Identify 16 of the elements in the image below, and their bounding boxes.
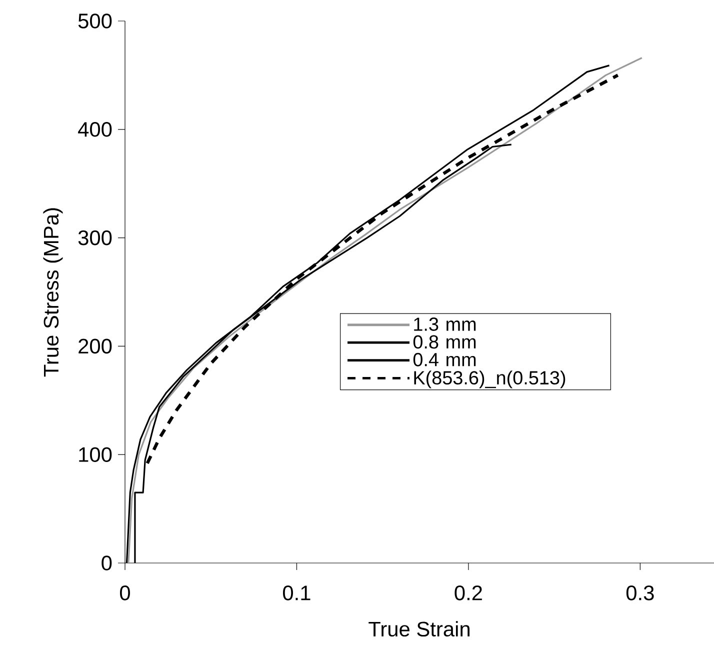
y-axis-title: True Stress (MPa)	[43, 208, 63, 377]
y-tick-label: 500	[78, 14, 112, 28]
y-tick-label: 0	[102, 556, 112, 570]
y-tick-label: 400	[78, 122, 112, 137]
x-tick-label: 0	[120, 586, 130, 600]
x-axis-title: True Strain	[368, 621, 470, 637]
x-tick-label: 0.1	[282, 586, 310, 600]
x-tick-label: 0.2	[454, 586, 482, 600]
y-tick-label: 100	[79, 447, 112, 462]
legend-label: 1.3 mm	[414, 318, 476, 331]
legend-label: 0.8 mm	[413, 335, 476, 349]
legend-label: 0.4 mm	[413, 352, 476, 366]
legend-label: K(853.6)_n(0.513)	[414, 370, 566, 388]
x-tick-label: 0.3	[626, 586, 654, 600]
y-tick-label: 300	[78, 230, 112, 246]
y-tick-label: 200	[78, 338, 112, 354]
